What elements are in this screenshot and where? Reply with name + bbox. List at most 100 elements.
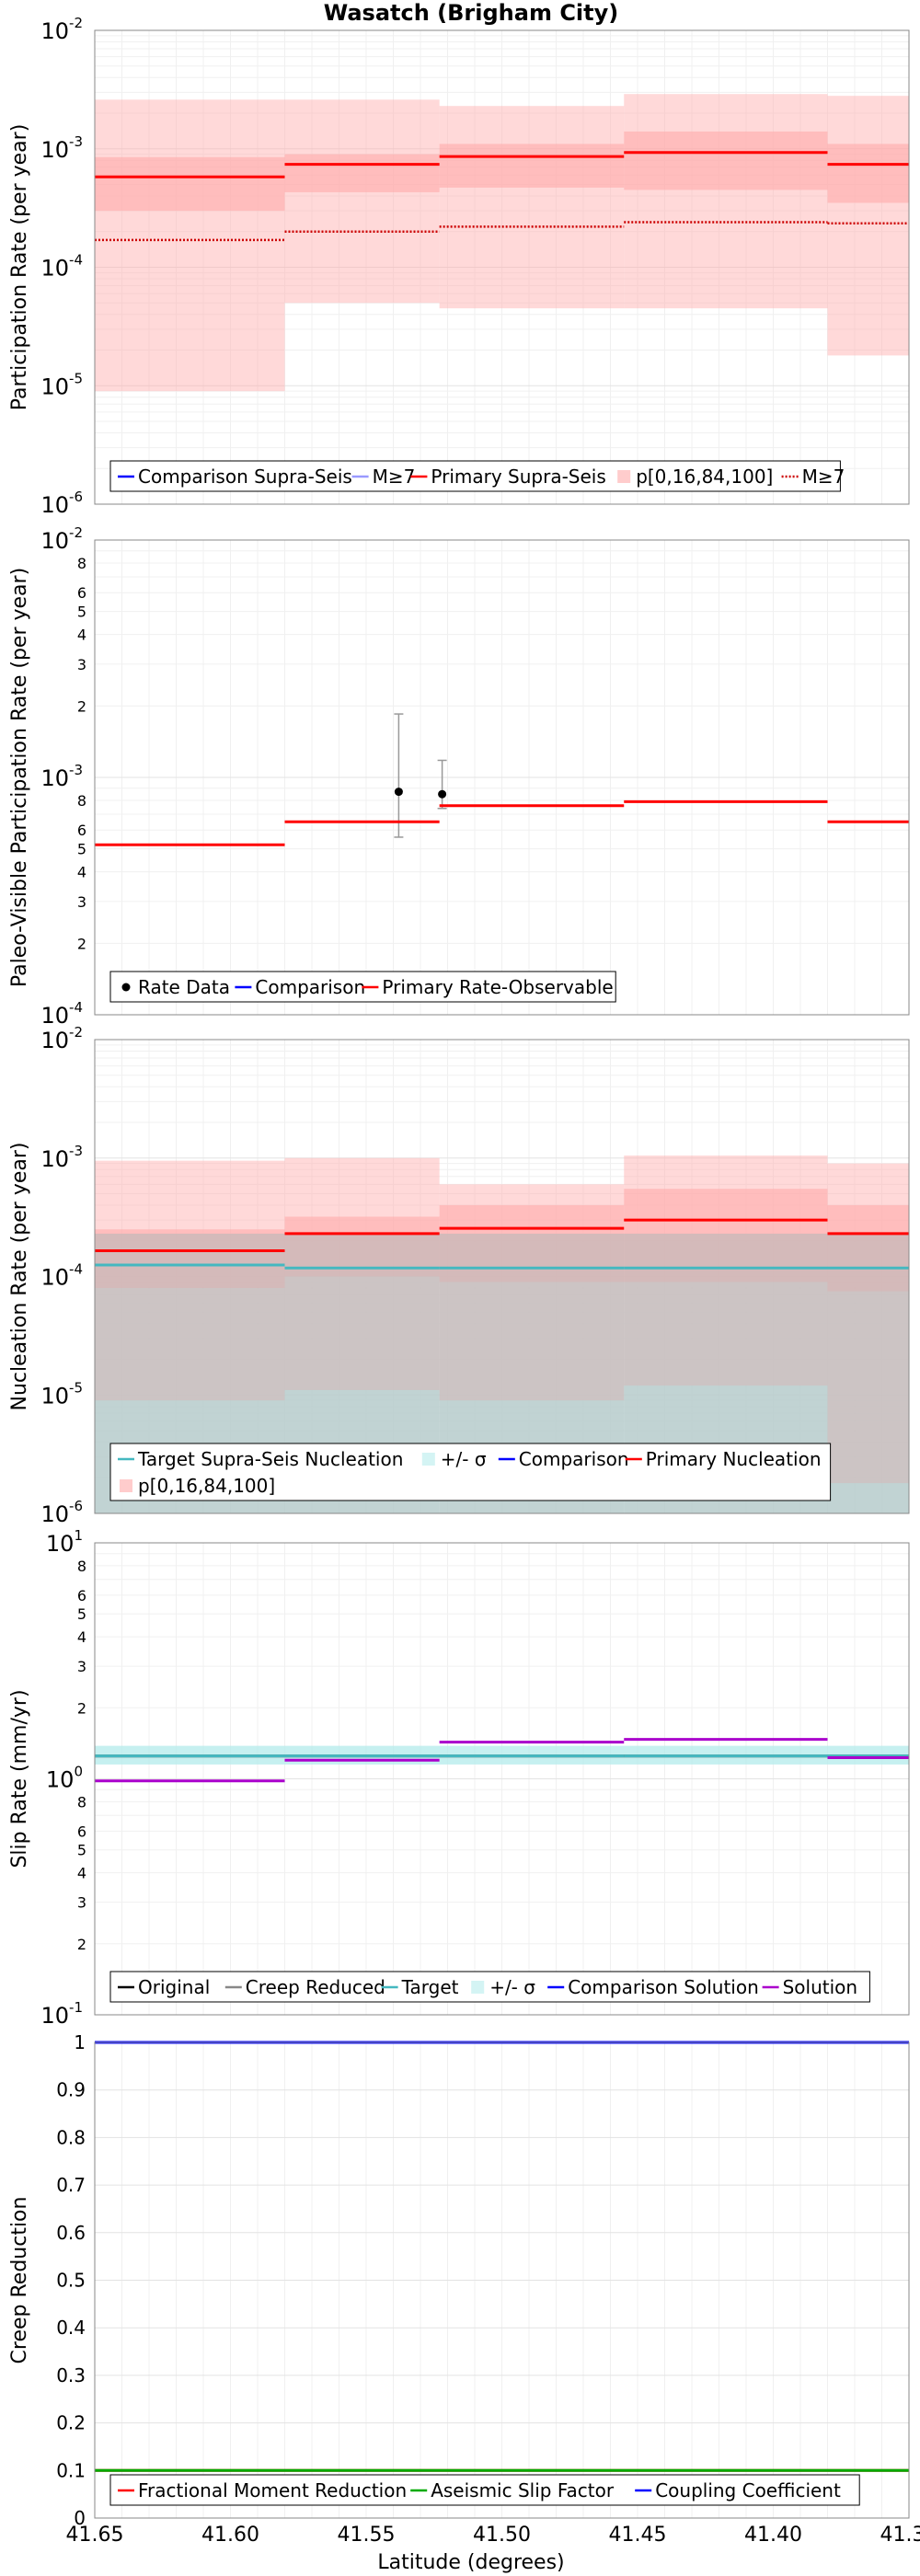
y-tick-label: 0.9 — [56, 2079, 86, 2101]
y-tick-label: 10-4 — [40, 252, 83, 282]
y-axis-label: Creep Reduction — [8, 2197, 31, 2364]
y-tick-label: 2 — [77, 1936, 86, 1953]
y-tick-label: 0.2 — [56, 2412, 86, 2434]
data-point — [394, 788, 403, 797]
legend-box — [109, 1443, 832, 1501]
band-inner — [827, 144, 909, 203]
band-overlap — [827, 1233, 909, 1513]
y-tick-label: 3 — [77, 656, 86, 673]
band-outer — [284, 99, 440, 304]
x-tick-label: 41.45 — [609, 2524, 667, 2547]
y-tick-label: 10-5 — [40, 1379, 83, 1409]
y-tick-base: 10 — [40, 1003, 69, 1029]
legend: Target Supra-Seis Nucleation +/- σ Compari… — [109, 1443, 832, 1501]
legend-label: M≥7 — [373, 466, 416, 488]
legend-label: Target Supra-Seis Nucleation — [137, 1448, 403, 1470]
y-tick-base: 10 — [40, 374, 69, 399]
x-tick-label: 41.60 — [201, 2524, 259, 2547]
y-tick-label: 10-1 — [40, 1999, 83, 2029]
y-tick-label: 10-2 — [40, 1024, 83, 1053]
y-tick-base: 10 — [40, 1028, 69, 1053]
y-tick-base: 10 — [46, 1531, 75, 1557]
y-tick-label: 0.1 — [56, 2459, 86, 2481]
y-tick-label: 0.4 — [56, 2317, 86, 2339]
y-tick-label: 0.3 — [56, 2364, 86, 2386]
legend: Rate Data Comparison Primary Rate-Observab… — [109, 971, 616, 1003]
legend-label: Coupling Coefficient — [655, 2479, 841, 2501]
y-tick-label: 4 — [77, 1865, 86, 1882]
y-tick-base: 10 — [40, 528, 69, 554]
x-tick-label: 41.35 — [880, 2524, 920, 2547]
y-tick-base: 10 — [40, 1265, 69, 1291]
y-tick-label: 10-2 — [40, 15, 83, 44]
y-tick-label: 3 — [77, 1658, 86, 1675]
legend-label: +/- σ — [489, 1976, 535, 1998]
y-tick-label: 10-6 — [40, 1498, 83, 1527]
y-tick-label: 101 — [46, 1527, 83, 1557]
y-axis-label: Paleo-Visible Participation Rate (per ye… — [8, 568, 31, 987]
y-tick-label: 4 — [77, 864, 86, 881]
y-tick-label: 5 — [77, 1842, 86, 1859]
band-inner — [439, 144, 625, 188]
y-tick-exponent: -3 — [69, 1143, 83, 1159]
y-tick-label: 100 — [46, 1764, 83, 1793]
legend-label: Target — [401, 1976, 459, 1998]
y-tick-base: 10 — [40, 1501, 69, 1527]
x-tick-label: 41.50 — [473, 2524, 531, 2547]
panel-creep: 0 0.1 0.2 0.3 0.4 0.5 0.6 0.7 0.8 0.9 1 Creep Reduc… — [8, 2031, 910, 2529]
figure-title: Wasatch (Brigham City) — [324, 0, 619, 26]
y-tick-label: 0.6 — [56, 2222, 86, 2244]
y-tick-label: 3 — [77, 1894, 86, 1912]
band-inner — [624, 131, 828, 190]
legend-label: +/- σ — [441, 1448, 487, 1470]
legend-swatch — [121, 983, 131, 992]
y-tick-exponent: -2 — [69, 15, 83, 31]
y-tick-label: 6 — [77, 822, 86, 839]
band-outer — [624, 94, 828, 309]
y-tick-base: 10 — [40, 256, 69, 282]
y-tick-label: 6 — [77, 584, 86, 602]
legend-label: Primary Supra-Seis — [431, 466, 605, 488]
legend-label: Aseismic Slip Factor — [431, 2479, 615, 2501]
band-inner — [284, 154, 440, 192]
legend-label: Rate Data — [138, 976, 230, 998]
y-axis-label: Slip Rate (mm/yr) — [8, 1689, 31, 1868]
y-tick-exponent: -6 — [69, 1498, 83, 1514]
y-tick-label: 6 — [77, 1587, 86, 1604]
y-tick-exponent: -6 — [69, 489, 83, 505]
y-tick-label: 5 — [77, 841, 86, 858]
y-tick-base: 10 — [40, 2003, 69, 2029]
legend: Original Creep Reduced Target +/- σ Comparis… — [109, 1971, 870, 2003]
y-axis-label: Nucleation Rate (per year) — [8, 1143, 31, 1411]
y-tick-exponent: 1 — [74, 1527, 83, 1544]
legend-label: Primary Nucleation — [646, 1448, 822, 1470]
y-tick-label: 8 — [77, 1793, 86, 1811]
y-tick-label: 8 — [77, 792, 86, 810]
y-tick-exponent: -5 — [69, 370, 83, 386]
legend-label: Comparison — [255, 976, 365, 998]
y-tick-label: 10-4 — [40, 1261, 83, 1291]
y-tick-label: 10-6 — [40, 489, 83, 518]
y-tick-label: 10-3 — [40, 762, 83, 791]
y-tick-base: 10 — [40, 18, 69, 44]
y-tick-label: 4 — [77, 1628, 86, 1646]
y-tick-label: 8 — [77, 1558, 86, 1575]
band-outer — [95, 99, 285, 392]
plot-frame — [94, 2041, 910, 2519]
legend: Fractional Moment Reduction Aseismic Slip… — [109, 2474, 860, 2506]
legend-box — [109, 460, 841, 492]
legend-label: Fractional Moment Reduction — [138, 2479, 407, 2501]
y-tick-exponent: 0 — [74, 1764, 83, 1780]
legend-label: Comparison — [519, 1448, 629, 1470]
y-tick-base: 10 — [46, 1767, 75, 1793]
legend-label: p[0,16,84,100] — [138, 1475, 275, 1497]
y-tick-exponent: -3 — [69, 133, 83, 150]
y-tick-label: 0 — [74, 2507, 86, 2529]
y-tick-label: 0.5 — [56, 2270, 86, 2292]
y-tick-exponent: -2 — [69, 1024, 83, 1041]
y-tick-exponent: -1 — [69, 1999, 83, 2016]
y-tick-label: 3 — [77, 893, 86, 911]
plot-frame — [94, 1039, 910, 1514]
